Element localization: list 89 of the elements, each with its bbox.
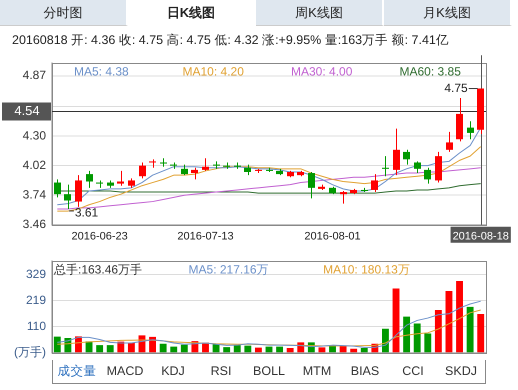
annotation: 总手:163.46万手 <box>53 262 142 277</box>
ref-line-label: 4.54 <box>14 103 40 118</box>
bar <box>456 280 463 352</box>
candlestick <box>340 190 347 204</box>
bar <box>234 345 241 352</box>
bar <box>254 348 262 352</box>
candlestick <box>191 167 198 180</box>
y-tick-label: 4.02 <box>22 158 46 172</box>
text: 日K线图 <box>128 0 256 26</box>
text: KDJ <box>160 363 186 380</box>
candlestick <box>128 178 135 188</box>
bar <box>96 345 104 352</box>
bar <box>403 316 410 352</box>
bar <box>244 346 252 352</box>
y-tick-label: 219 <box>26 293 46 308</box>
y-tick-label: 110 <box>26 318 46 333</box>
bar <box>223 347 230 352</box>
bar <box>414 324 421 352</box>
text: MA5: 217.16万 <box>188 262 269 277</box>
bar <box>446 290 452 352</box>
bar <box>340 346 347 352</box>
candlestick <box>382 156 389 177</box>
candlestick <box>403 149 410 166</box>
text: MA60: 3.85 <box>400 64 462 79</box>
bar <box>392 288 400 352</box>
x-tick-label: 2016-08-01 <box>304 230 361 242</box>
candlestick <box>139 162 146 179</box>
bar <box>266 346 272 352</box>
text: 月K线图 <box>384 0 512 26</box>
bar <box>318 347 326 352</box>
bar <box>424 334 432 352</box>
bar <box>149 336 156 352</box>
bar <box>382 328 389 352</box>
text: 周K线图 <box>256 0 384 26</box>
text: MA5: 4.38 <box>74 64 130 79</box>
candlestick <box>202 158 209 172</box>
y-tick-label: 4.87 <box>22 68 46 82</box>
text: MA10: 4.20 <box>182 64 244 79</box>
candlestick <box>414 160 421 174</box>
candlestick <box>393 128 400 176</box>
chart-title: 20160818 开: 4.36 收: 4.75 高: 4.75 低: 4.32 涨:+9.95% 量:163万手 额: 7.41亿 <box>11 32 450 49</box>
text: BOLL <box>252 363 286 380</box>
candlestick <box>308 171 315 199</box>
candlestick <box>446 131 453 152</box>
text: RSI <box>210 363 232 380</box>
y-tick-label: 3.46 <box>22 217 46 232</box>
candlestick <box>371 174 378 193</box>
bar <box>329 346 336 352</box>
candlestick <box>54 178 61 198</box>
text: SKDJ <box>444 363 478 380</box>
x-tick-label: 2016-08-18 <box>452 230 509 242</box>
text: 成交量 <box>56 363 98 380</box>
bar <box>350 348 358 352</box>
bar <box>160 344 167 352</box>
text: MA30: 4.00 <box>291 64 353 79</box>
bar <box>170 346 178 352</box>
annotation: 4.75 <box>444 80 468 95</box>
candlestick <box>244 164 251 176</box>
bar <box>360 348 368 352</box>
candlestick <box>467 120 474 140</box>
y-tick-label: 3.74 <box>22 188 46 202</box>
bar <box>86 341 92 352</box>
candlestick <box>86 170 93 188</box>
annotation: 3.61 <box>74 205 99 220</box>
y-tick-label: 329 <box>26 266 46 281</box>
candlestick <box>424 167 431 184</box>
bar <box>276 346 284 352</box>
bar <box>106 345 114 352</box>
candlestick <box>117 170 124 186</box>
x-tick-label: 2016-07-13 <box>177 230 234 242</box>
bar <box>128 343 135 352</box>
x-tick-label: 2016-06-23 <box>71 230 128 242</box>
bar <box>466 306 474 352</box>
y-tick-label: (万手) <box>14 345 46 360</box>
bar <box>180 344 188 352</box>
text: MTM <box>302 363 332 380</box>
text: BIAS <box>350 363 380 380</box>
bar <box>477 314 484 352</box>
candlestick <box>181 164 188 176</box>
bar <box>434 310 442 352</box>
bar <box>212 344 220 352</box>
text: 分时图 <box>0 0 128 26</box>
y-tick-label: 4.30 <box>22 128 46 142</box>
candlestick <box>75 174 82 208</box>
bar <box>54 336 61 352</box>
text: CCI <box>401 363 425 380</box>
text: MACD <box>106 363 144 380</box>
text: MA10: 180.13万 <box>323 262 410 277</box>
bar <box>286 348 294 352</box>
